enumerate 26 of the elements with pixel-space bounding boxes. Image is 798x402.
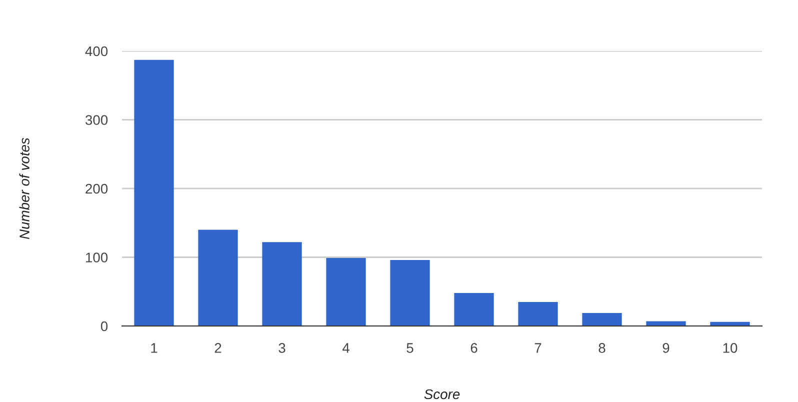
bar	[134, 60, 174, 326]
bar	[198, 230, 238, 326]
x-tick-label: 6	[470, 343, 478, 353]
y-tick-label: 300	[85, 115, 108, 125]
x-tick-label: 3	[278, 343, 286, 353]
bar	[262, 242, 302, 326]
x-tick-label: 5	[406, 343, 414, 353]
x-tick-label: 8	[598, 343, 606, 353]
bar	[390, 260, 430, 326]
bar	[454, 293, 494, 326]
y-axis-title: Number of votes	[19, 138, 30, 240]
bar	[518, 302, 558, 326]
x-tick-label: 1	[151, 343, 158, 353]
x-axis-title: Score	[424, 389, 460, 400]
bar	[582, 312, 622, 326]
y-tick-label: 200	[86, 184, 108, 194]
y-tick-label: 100	[86, 252, 108, 262]
bar	[326, 258, 366, 326]
x-tick-label: 7	[534, 343, 542, 353]
x-tick-label: 4	[342, 343, 350, 353]
y-tick-label: 400	[85, 46, 108, 56]
x-tick-label: 10	[723, 343, 738, 353]
x-tick-label: 2	[214, 343, 222, 353]
x-tick-label: 9	[662, 343, 670, 353]
bar	[646, 321, 686, 326]
y-tick-label: 0	[100, 321, 108, 332]
